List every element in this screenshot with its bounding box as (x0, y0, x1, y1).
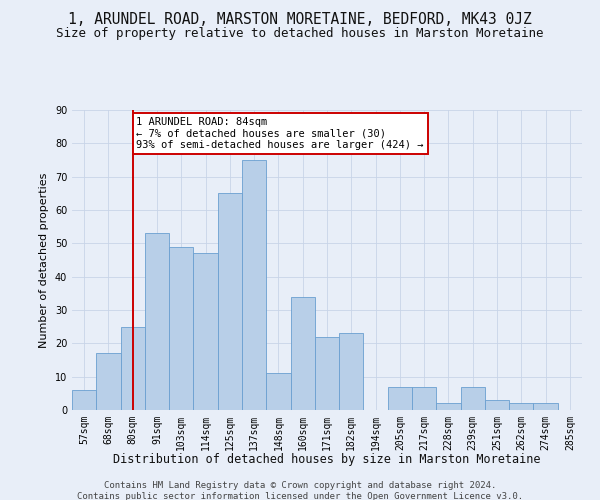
Bar (72, 390, 96, 410)
Text: Size of property relative to detached houses in Marston Moretaine: Size of property relative to detached ho… (56, 28, 544, 40)
Text: Contains HM Land Registry data © Crown copyright and database right 2024.: Contains HM Land Registry data © Crown c… (104, 481, 496, 490)
Bar (412, 386, 436, 410)
Bar (509, 404, 533, 410)
Text: Distribution of detached houses by size in Marston Moretaine: Distribution of detached houses by size … (113, 452, 541, 466)
Bar (121, 326, 145, 410)
Bar (218, 194, 242, 410)
Bar (315, 336, 339, 410)
Bar (388, 386, 412, 410)
Bar (533, 404, 558, 410)
Text: 1, ARUNDEL ROAD, MARSTON MORETAINE, BEDFORD, MK43 0JZ: 1, ARUNDEL ROAD, MARSTON MORETAINE, BEDF… (68, 12, 532, 28)
Bar (242, 160, 266, 410)
Bar (193, 254, 218, 410)
Bar (290, 296, 315, 410)
Bar (96, 354, 121, 410)
Bar (169, 246, 193, 410)
Text: Contains public sector information licensed under the Open Government Licence v3: Contains public sector information licen… (77, 492, 523, 500)
Bar (339, 334, 364, 410)
Bar (485, 400, 509, 410)
Bar (145, 234, 169, 410)
Text: 1 ARUNDEL ROAD: 84sqm
← 7% of detached houses are smaller (30)
93% of semi-detac: 1 ARUNDEL ROAD: 84sqm ← 7% of detached h… (136, 116, 424, 150)
Bar (266, 374, 290, 410)
Bar (436, 404, 461, 410)
Y-axis label: Number of detached properties: Number of detached properties (39, 172, 49, 348)
Bar (461, 386, 485, 410)
